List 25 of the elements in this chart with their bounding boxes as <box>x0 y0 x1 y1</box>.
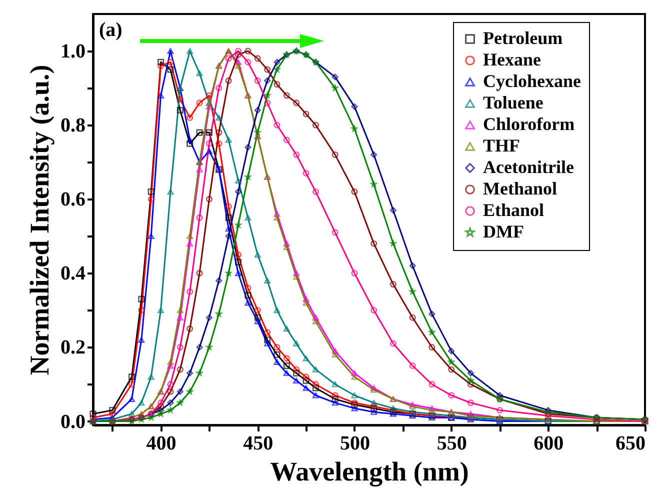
annotation: (a) <box>99 19 122 41</box>
y-tick-label: 0.6 <box>60 188 86 211</box>
y-tick-label: 0.4 <box>60 262 86 285</box>
legend-label: Petroleum <box>483 28 563 48</box>
x-tick-label: 650 <box>616 432 646 454</box>
x-tick-label: 550 <box>436 432 467 454</box>
y-axis-title: Normalized Intensity (a.u.) <box>24 64 54 376</box>
x-axis-title: Wavelength (nm) <box>270 456 469 486</box>
x-tick-label: 500 <box>340 432 370 454</box>
legend-label: Ethanol <box>483 200 544 220</box>
y-tick-label: 0.0 <box>60 410 86 433</box>
legend-label: Hexane <box>483 50 541 70</box>
legend-label: Acetonitrile <box>483 157 574 177</box>
x-tick-label: 400 <box>146 432 176 454</box>
legend-label: THF <box>483 136 520 156</box>
x-tick-label: 450 <box>243 432 274 454</box>
y-tick-label: 0.2 <box>60 336 86 359</box>
legend-label: Cyclohexane <box>483 71 581 91</box>
legend-label: Chloroform <box>483 114 575 134</box>
y-tick-label: 1.0 <box>60 40 86 63</box>
x-tick-label: 600 <box>534 432 564 454</box>
legend-label: DMF <box>483 222 524 242</box>
legend-label: Methanol <box>483 178 557 198</box>
legend-label: Toluene <box>483 92 544 112</box>
y-tick-label: 0.8 <box>60 114 86 137</box>
